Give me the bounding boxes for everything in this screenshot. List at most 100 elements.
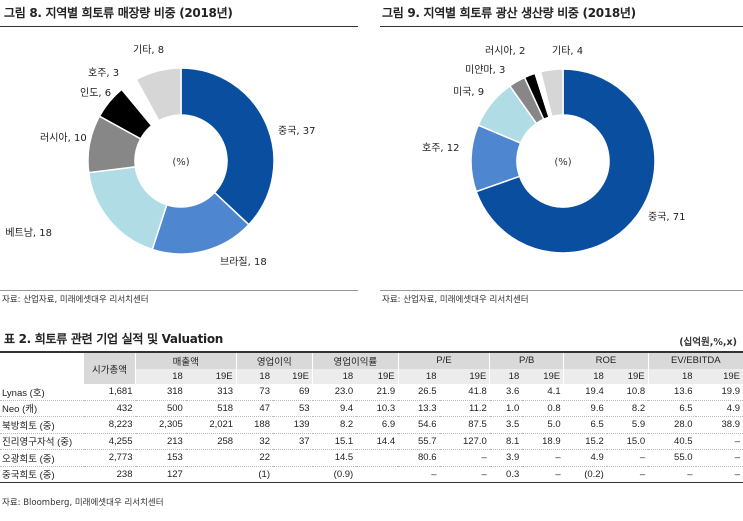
figure-8-source: 자료: 산업자료, 미래에셋대우 리서치센터 [2,295,149,305]
header-pe: P/E [397,351,490,369]
table-cell: 2,021 [185,416,237,434]
header-mktcap: 시가총액 [84,351,136,384]
table-cell: 5.9 [606,416,649,434]
slice-label: 브라질, 18 [220,256,267,268]
table-cell: 9.6 [563,400,607,417]
figure-9-donut-chart: (%) 중국, 71 호주, 12 미국, 9 미얀마, 3 러시아, 2 기타, 4 [422,45,685,254]
table-cell: – [398,466,440,483]
table-cell: 13.6 [648,384,696,401]
table-cell: 0.3 [489,466,523,483]
slice-label: 호주, 3 [88,67,119,79]
donut-slice [135,67,182,122]
figure-8-top-rule [0,26,358,27]
table-cell: 188 [236,416,273,434]
table-cell: 139 [273,416,313,434]
slice-label: 러시아, 10 [40,132,87,144]
table-title: 표 2. 희토류 관련 기업 실적 및 Valuation [4,332,224,346]
table-cell [356,449,399,467]
table-cell: 3.9 [489,449,523,467]
company-name: 진리영구자석 (중) [0,433,84,450]
table-cell: 2,305 [135,416,186,434]
company-name: Neo (캐) [0,400,84,417]
subheader-year: 19E [185,368,237,384]
table-cell: – [695,433,743,450]
table-cell: 54.6 [398,416,440,434]
subheader-year: 18 [489,368,523,384]
figure-9-source: 자료: 산업자료, 미래에셋대우 리서치센터 [382,295,529,305]
company-name: 오광희토 (중) [0,449,84,467]
table-cell: 127.0 [439,433,490,450]
table-cell: 37 [273,433,313,450]
slice-label: 베트남, 18 [5,227,52,239]
table-row: 오광희토 (중) 2,773 153 22 14.5 80.6–3.9–4.9–55.0– [0,449,743,467]
header-pb: P/B [489,351,564,369]
table-cell: – [695,466,743,483]
table-row: 진리영구자석 (중) 4,255 213 258 32 37 15.1 14.4 55.7 127… [0,433,743,450]
table-cell: (0.9) [312,466,357,483]
table-cell: – [606,449,649,467]
subheader-year: 18 [397,368,440,384]
table-cell: 18.9 [522,433,564,450]
table-cell: 6.9 [356,416,399,434]
table-cell: 258 [185,433,237,450]
table-cell: 26.5 [398,384,440,401]
subheader-year: 19E [522,368,564,384]
table-cell: 500 [135,400,186,417]
table-cell: 8.2 [606,400,649,417]
slice-label: 중국, 71 [648,211,685,223]
table-cell: 318 [135,384,186,401]
header-roe: ROE [563,351,649,369]
table-cell: 80.6 [398,449,440,467]
table-cell: 432 [84,400,136,417]
table-cell: 38.9 [695,416,743,434]
slice-label: 기타, 4 [552,45,583,57]
table-cell: 21.9 [356,384,399,401]
table-cell: 1,681 [84,384,136,401]
table-cell: 22 [236,449,273,467]
table-cell: 23.0 [312,384,357,401]
table-cell: 4.9 [563,449,607,467]
table-cell: – [439,466,490,483]
table-cell: 10.8 [606,384,649,401]
slice-label: 미얀마, 3 [465,63,505,76]
table-subheader-row: 18 19E 18 19E 18 19E 18 19E 18 19E 18 19… [0,368,743,384]
table-cell: 73 [236,384,273,401]
table-cell: 2,773 [84,449,136,467]
table-cell: 8,223 [84,416,136,434]
figure-8-title: 그림 8. 지역별 희토류 매장량 비중 (2018년) [4,6,233,20]
donut-slice [475,68,656,254]
table-cell: – [695,449,743,467]
table-row: Neo (캐) 432 500 518 47 53 9.4 10.3 13.3 11.2 1.0 0.… [0,400,743,417]
table-cell: 1.0 [489,400,523,417]
table-row: 북방희토 (중) 8,223 2,305 2,021 188 139 8.2 6.9 54.6 8… [0,416,743,434]
table-cell: – [648,466,696,483]
donut-slice [180,67,275,226]
table-cell: (1) [236,466,273,483]
slice-label: 호주, 12 [422,142,459,154]
table-cell: 0.8 [522,400,564,417]
table-cell: 3.5 [489,416,523,434]
table-cell: 313 [185,384,237,401]
table-cell: 47 [236,400,273,417]
donut-center-label: (%) [554,157,571,168]
table-cell: 15.0 [606,433,649,450]
table-cell: 9.4 [312,400,357,417]
table-cell: 55.0 [648,449,696,467]
figure-9-bottom-rule [380,290,743,291]
company-name: 중국희토 (중) [0,466,84,483]
subheader-year: 18 [312,368,357,384]
table-cell [356,466,399,483]
table-cell: 19.9 [695,384,743,401]
subheader-year: 18 [235,368,273,384]
header-op-margin: 영업이익률 [312,351,399,369]
table-cell [273,466,313,483]
table-cell: 238 [84,466,136,483]
table-cell: – [522,449,564,467]
table-cell: 87.5 [439,416,490,434]
table-cell: 41.8 [439,384,490,401]
figure-8-donut-chart: (%) 중국, 37 브라질, 18 베트남, 18 러시아, 10 인도, 6 호주, 3… [5,44,315,268]
header-ev-ebitda: EV/EBITDA [647,351,743,369]
subheader-year: 19E [356,368,399,384]
table-cell: 55.7 [398,433,440,450]
table-cell: 15.1 [312,433,357,450]
